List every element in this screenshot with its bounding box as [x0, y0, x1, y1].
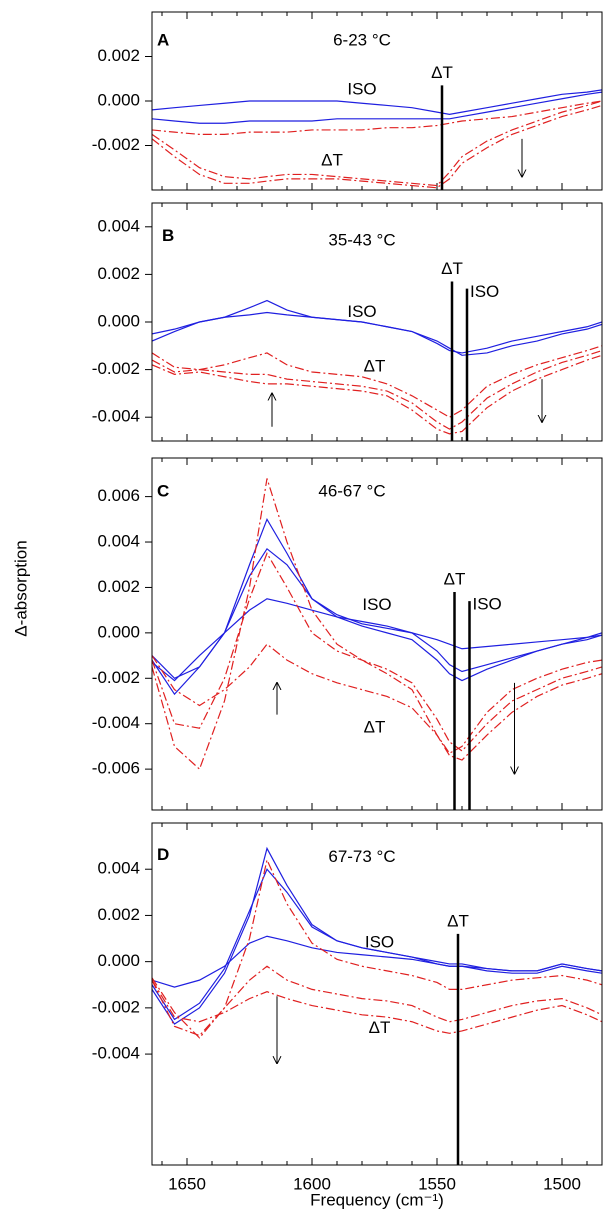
series-line — [152, 517, 602, 682]
x-axis-label: Frequency (cm⁻¹) — [310, 1190, 444, 1209]
series-line — [152, 345, 602, 418]
series-group — [152, 478, 602, 771]
series-line — [152, 311, 602, 356]
y-tick-label: -0.004 — [92, 407, 140, 426]
annotation: ΔT — [321, 151, 343, 170]
series-line — [152, 349, 602, 430]
y-tick-label: 0.000 — [97, 90, 140, 109]
series-line — [152, 598, 602, 682]
series-group — [152, 89, 602, 189]
marker-label: ΔT — [431, 63, 453, 82]
series-line — [152, 100, 602, 187]
panel: 0.004 0.002 0.000 -0.002 -0.004 ΔT ISO ISO ΔT 35-… — [92, 202, 603, 442]
series-line — [152, 868, 602, 1021]
y-tick-label: 0.002 — [97, 905, 140, 924]
plot-frame — [151, 11, 603, 191]
y-tick-label: -0.004 — [92, 713, 140, 732]
series-line — [152, 965, 602, 1039]
series-line — [152, 89, 602, 115]
series-line — [152, 100, 602, 135]
series-line — [152, 104, 602, 189]
x-tick-label: 1500 — [543, 1174, 581, 1193]
y-tick-label: 0.002 — [97, 577, 140, 596]
panel-title: 6-23 °C — [333, 30, 391, 49]
annotation: ISO — [347, 79, 376, 98]
marker-label: ΔT — [444, 569, 466, 588]
y-tick-label: 0.002 — [97, 46, 140, 65]
y-tick-label: 0.004 — [97, 859, 140, 878]
annotation: ΔT — [364, 718, 386, 737]
series-line — [152, 552, 602, 752]
annotation: ΔT — [369, 1018, 391, 1037]
x-tick-label: 1650 — [168, 1174, 206, 1193]
series-line — [152, 935, 602, 988]
plot-frame — [151, 822, 603, 1166]
y-tick-label: -0.002 — [92, 997, 140, 1016]
series-line — [152, 979, 602, 1034]
panel-title: 46-67 °C — [318, 482, 385, 501]
y-tick-label: 0.004 — [97, 216, 140, 235]
annotation: ISO — [347, 302, 376, 321]
plot-frame — [151, 457, 603, 811]
y-tick-label: -0.002 — [92, 668, 140, 687]
panel-title: 35-43 °C — [328, 231, 395, 250]
y-axis-label: Δ-absorption — [11, 540, 30, 636]
y-tick-label: 0.006 — [97, 486, 140, 505]
panel-letter: A — [157, 30, 169, 49]
series-group — [152, 846, 602, 1039]
y-tick-label: 0.002 — [97, 264, 140, 283]
panel-title: 67-73 °C — [328, 847, 395, 866]
marker-label: ISO — [470, 282, 499, 301]
series-line — [152, 354, 602, 435]
y-tick-label: 0.000 — [97, 311, 140, 330]
annotation: ISO — [365, 933, 394, 952]
series-line — [152, 858, 602, 1037]
x-tick-label: 1600 — [293, 1174, 331, 1193]
marker-label: ΔT — [441, 259, 463, 278]
y-tick-label: -0.006 — [92, 759, 140, 778]
panel: 0.004 0.002 0.000 -0.002 -0.004 1650 1600 1550 1… — [92, 822, 603, 1209]
series-line — [152, 547, 602, 696]
series-line — [152, 299, 602, 354]
panel-letter: C — [157, 482, 169, 501]
marker-label: ΔT — [447, 911, 469, 930]
panel-letter: D — [157, 845, 169, 864]
panel-letter: B — [162, 226, 174, 245]
annotation: ΔT — [364, 357, 386, 376]
y-tick-label: 0.000 — [97, 951, 140, 970]
plot-frame — [151, 202, 603, 442]
y-tick-label: -0.002 — [92, 135, 140, 154]
marker-label: ISO — [473, 595, 502, 614]
x-tick-label: 1550 — [418, 1174, 456, 1193]
series-group — [152, 299, 602, 435]
y-tick-label: 0.000 — [97, 622, 140, 641]
series-line — [152, 643, 602, 761]
annotation: ISO — [362, 595, 391, 614]
panel: 0.006 0.004 0.002 0.000 -0.002 -0.004 -0.006 ΔT… — [11, 457, 603, 811]
y-tick-label: -0.002 — [92, 359, 140, 378]
series-line — [152, 478, 602, 771]
panel: 0.002 0.000 -0.002 ΔT ISO ΔT 6-23 °C A — [92, 11, 603, 191]
series-line — [152, 91, 602, 124]
y-tick-label: 0.004 — [97, 532, 140, 551]
y-tick-label: -0.004 — [92, 1044, 140, 1063]
